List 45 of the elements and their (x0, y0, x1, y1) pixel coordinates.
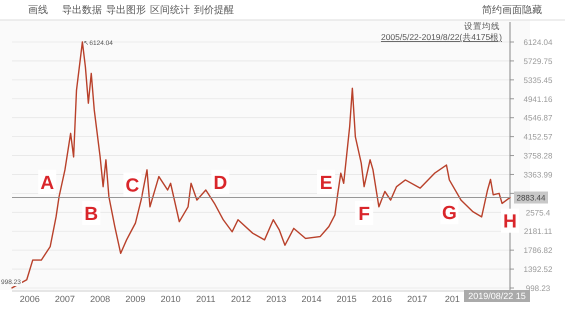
y-tick-label: 3758.28 (524, 152, 554, 161)
text: 设置均线 (464, 21, 500, 31)
x-tick-label: 2009 (125, 294, 146, 304)
annotation: B (84, 204, 98, 226)
y-tick-label: 1786.82 (524, 246, 554, 256)
x-tick-label: 2008 (90, 294, 110, 304)
annotation: C (126, 176, 140, 197)
annotation: G (442, 203, 457, 224)
x-tick-label: 2012 (230, 294, 252, 304)
x-tick-label: 2013 (266, 294, 286, 304)
y-tick-label: 4941.16 (524, 94, 554, 104)
text: 导出图形 (106, 4, 146, 16)
y-tick-label: 3363.99 (524, 170, 554, 180)
annotation: F (358, 204, 370, 226)
annotation: A (40, 172, 54, 194)
x-tick-label: 2006 (20, 294, 40, 304)
x-tick-label: 2015 (336, 294, 357, 304)
x-tick-label: 2016 (372, 294, 392, 304)
y-tick-label: 4152.57 (524, 132, 554, 142)
annotation: D (213, 172, 228, 194)
x-tick-label: 2010 (160, 294, 181, 304)
y-tick-label: 4546.87 (524, 114, 554, 123)
y-tick-label: 1392.52 (524, 265, 554, 274)
y-tick-label: 998.23 (526, 284, 551, 293)
text: 区间统计 (150, 4, 190, 16)
annotation: H (503, 212, 517, 233)
ref-line-label: 2883.44 (516, 194, 546, 203)
x-tick-label: 2014 (301, 294, 322, 304)
x-tick-label: 2017 (407, 294, 428, 304)
y-tick-label: 2575.4 (526, 208, 551, 218)
y-tick-label: 6124.04 (524, 38, 554, 47)
text: 2005/5/22-2019/8/22(共4175根) (380, 32, 502, 42)
annotation: E (320, 172, 332, 194)
x-tick-label: 2011 (196, 294, 216, 304)
text: 简约画面 (482, 4, 522, 16)
text: 隐藏 (522, 4, 542, 16)
x-tick-label: 2007 (54, 294, 75, 304)
y-tick-label: 5729.75 (524, 56, 554, 66)
text: 到价提醒 (194, 4, 234, 16)
text: 导出数据 (62, 4, 102, 16)
text: 画线 (28, 4, 48, 16)
text: 2019/08/22 15 (468, 291, 526, 301)
x-tick-label: 201 (444, 294, 460, 304)
y-tick-label: 2181.11 (524, 227, 553, 236)
y-tick-label: 5335.45 (524, 76, 554, 85)
